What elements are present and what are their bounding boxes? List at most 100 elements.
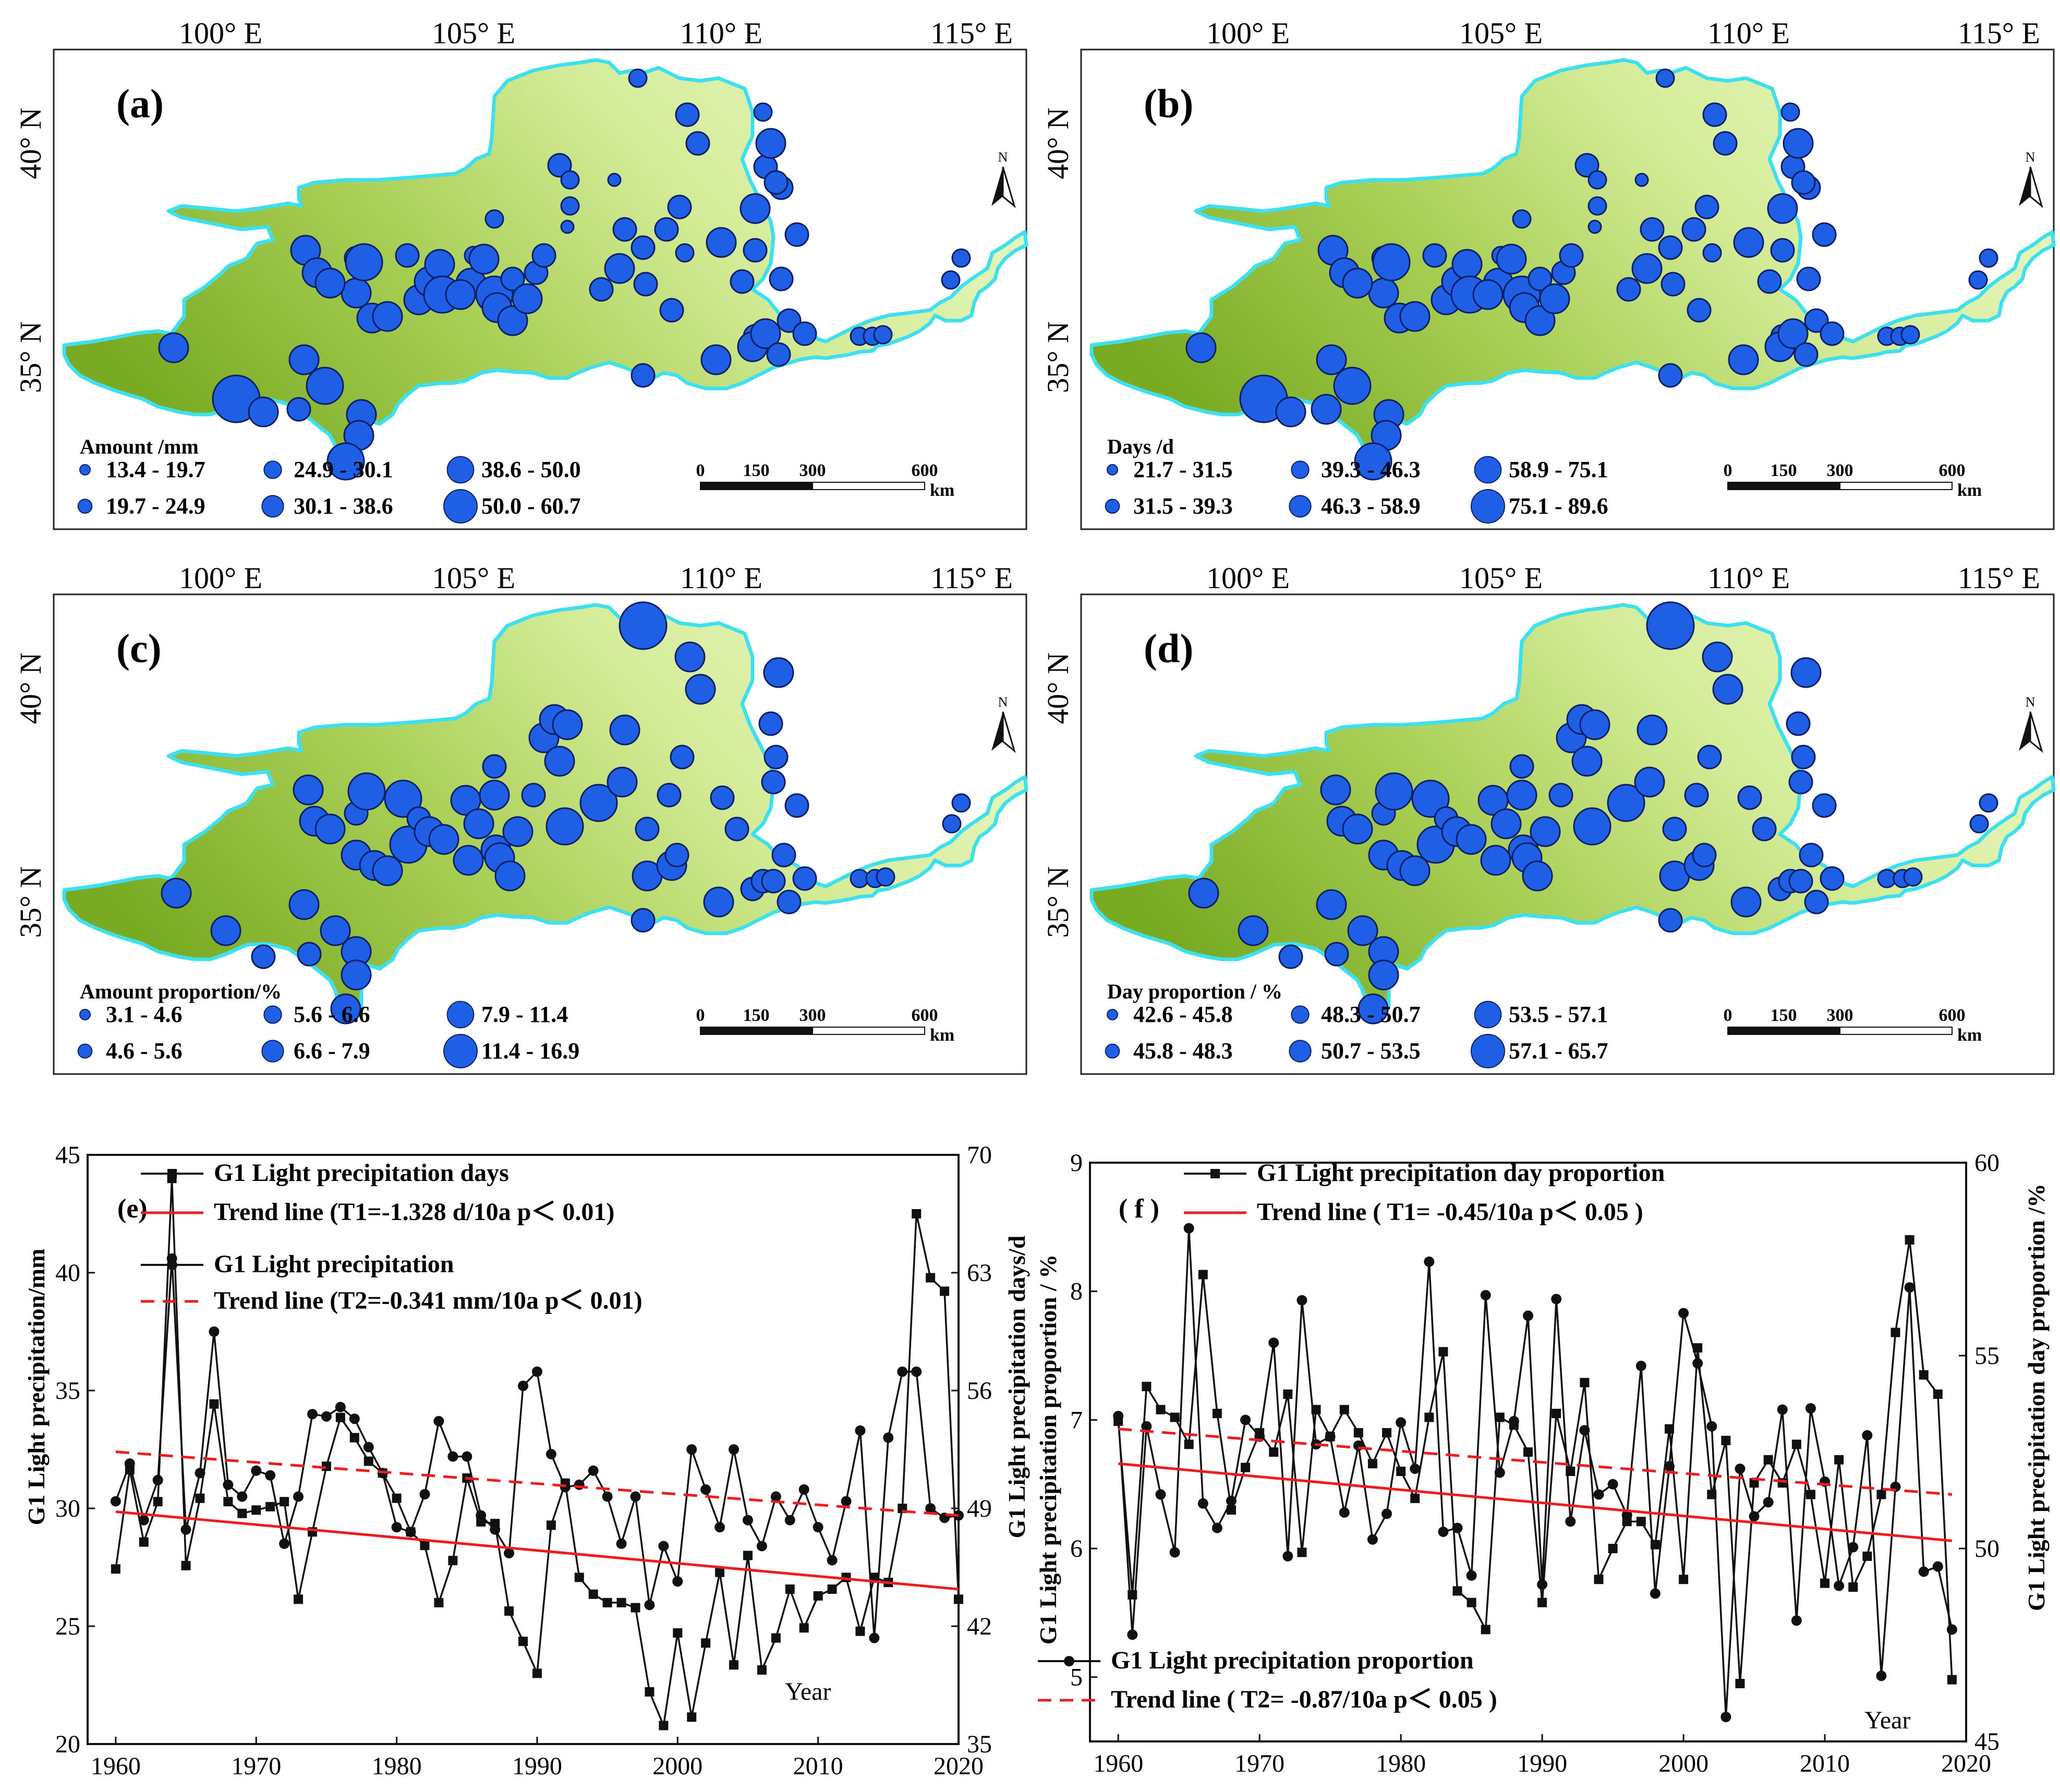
data-point-circle [841,1496,852,1507]
legend-symbol [79,464,91,476]
data-point-circle [1720,1712,1731,1723]
x-tick-label: 1980 [372,1752,422,1780]
station-point [1791,170,1816,195]
y-tick-label: 5 [1070,1664,1083,1691]
chart-f-y2label: G1 Light precipitation day proportion /% [2023,1184,2050,1611]
station-point [293,774,324,806]
data-point-square [335,1412,345,1422]
station-point [604,253,635,284]
station-point [1634,766,1665,798]
data-point-square [1891,1327,1900,1337]
scale-bar-white [1839,1027,1953,1035]
data-point-square [673,1628,683,1638]
station-point [1185,332,1217,363]
map-panel-d: 100° E 105° E 110° E 115° E 40° N 35° N (d) N 0 1… [1041,561,2056,1075]
scale-label-2: 300 [799,1006,826,1025]
data-point-circle [1706,1421,1717,1432]
north-label: N [998,694,1008,710]
data-point-circle [714,1522,725,1533]
y2-tick-label: 56 [967,1377,992,1405]
data-point-square [1353,1428,1363,1437]
y2-tick-label: 49 [967,1495,992,1522]
data-point-square [1156,1405,1166,1415]
legend-symbol [77,498,93,514]
data-point-square [265,1502,275,1511]
legend-label: G1 Light precipitation days [214,1159,509,1187]
map-panel-a: 100° E 105° E 110° E 115° E 40° N 35° N (a) N 0 1… [14,16,1028,530]
data-point-circle [462,1451,472,1462]
data-point-square [532,1668,542,1678]
data-point-square [1594,1575,1604,1584]
station-point [1640,217,1665,242]
data-point-circle [1367,1534,1378,1545]
station-point [628,68,648,88]
legend-item-label: 21.7 - 31.5 [1133,457,1233,482]
station-point [667,194,692,220]
data-point-square [1410,1493,1420,1503]
data-point-circle [1932,1561,1943,1572]
station-point [500,266,525,291]
data-point-circle [560,1482,571,1493]
data-point-square [926,1273,936,1283]
data-point-square [518,1637,528,1647]
legend-title: Days /d [1107,435,1174,458]
station-point [1694,194,1719,220]
data-point-square [139,1537,149,1547]
data-point-circle [1282,1551,1293,1562]
station-point [1399,301,1431,332]
station-point [1737,785,1762,810]
data-point-circle [756,1541,767,1552]
station-point [740,193,771,224]
station-point [1588,196,1607,216]
data-point-circle [925,1503,936,1514]
station-point [314,267,346,299]
data-point-square [1241,1462,1251,1472]
station-point [777,308,802,333]
data-point-square [785,1584,795,1594]
legend-marker-circle [1064,1656,1074,1666]
data-point-circle [476,1510,487,1521]
data-point-circle [770,1491,781,1502]
data-point-circle [1127,1629,1138,1640]
station-point [445,279,476,310]
station-point [631,363,656,388]
y-tick-label: 9 [1070,1149,1083,1177]
station-point [654,217,679,242]
legend-symbol [1474,1001,1502,1029]
legend-item-label: 5.6 - 6.6 [294,1002,370,1027]
lon-label-2: 110° E [1707,561,1790,595]
data-point-square [631,1603,640,1613]
data-point-square [729,1660,739,1670]
legend-item-label: 38.6 - 50.0 [481,457,581,482]
station-point [1311,394,1342,425]
station-point [1358,993,1389,1025]
station-point [1969,814,1989,834]
station-point [633,272,658,297]
station-point [544,746,575,777]
map-panel-label: (d) [1144,626,1193,671]
legend-symbol [1289,495,1312,518]
scale-unit: km [930,481,954,500]
data-point-circle [504,1547,515,1558]
data-point-square [237,1508,247,1518]
legend-marker-square [167,1169,177,1178]
station-point [1368,959,1399,991]
chart-f-panel-label: ( f ) [1119,1194,1159,1224]
scale-label-1: 150 [1771,1006,1797,1025]
map-panel-label: (b) [1144,81,1193,126]
lon-label-1: 105° E [432,16,515,50]
data-point-circle [307,1409,318,1420]
scale-bar-black [700,482,813,490]
y-tick-label: 6 [1070,1535,1083,1563]
legend-symbol [1105,498,1120,514]
data-point-square [1636,1517,1646,1527]
data-point-square [1170,1412,1180,1422]
station-point [1316,344,1347,375]
station-point [664,843,689,868]
station-point [372,301,403,332]
scale-bar-black [1727,1027,1840,1035]
data-point-circle [349,1413,360,1424]
station-point [710,785,735,810]
data-point-square [588,1589,598,1599]
data-point-circle [447,1451,458,1462]
